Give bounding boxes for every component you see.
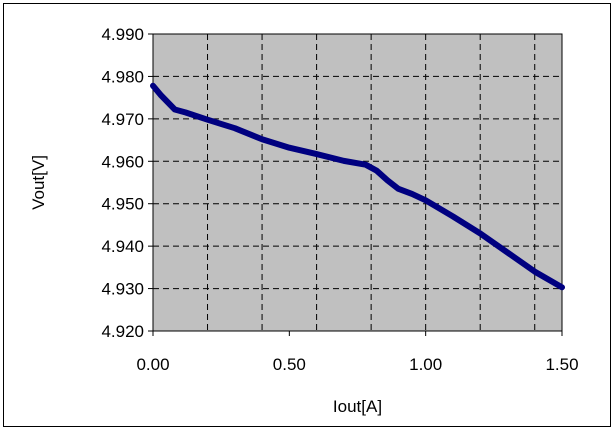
plot-border	[152, 33, 563, 332]
x-tick-label: 1.50	[545, 355, 578, 374]
y-tick-label: 4.960	[101, 152, 144, 171]
y-axis-ticks: 4.920 4.930 4.940 4.950 4.960 4.970 4.980 4.990	[101, 25, 153, 341]
y-tick-label: 4.970	[101, 110, 144, 129]
y-tick-label: 4.940	[101, 237, 144, 256]
x-tick-label: 0.00	[136, 355, 169, 374]
series-line	[150, 82, 565, 291]
y-tick-label: 4.990	[101, 25, 144, 44]
y-tick-label: 4.980	[101, 67, 144, 86]
y-tick-label: 4.920	[101, 322, 144, 341]
y-tick-label: 4.930	[101, 280, 144, 299]
x-axis-ticks: 0.00 0.50 1.00 1.50	[136, 331, 579, 374]
x-tick-label: 0.50	[273, 355, 306, 374]
y-axis-title: Vout[V]	[29, 155, 48, 210]
x-tick-label: 1.00	[409, 355, 442, 374]
x-axis-title: Iout[A]	[333, 397, 382, 416]
plot-area	[153, 34, 562, 331]
y-tick-label: 4.950	[101, 195, 144, 214]
